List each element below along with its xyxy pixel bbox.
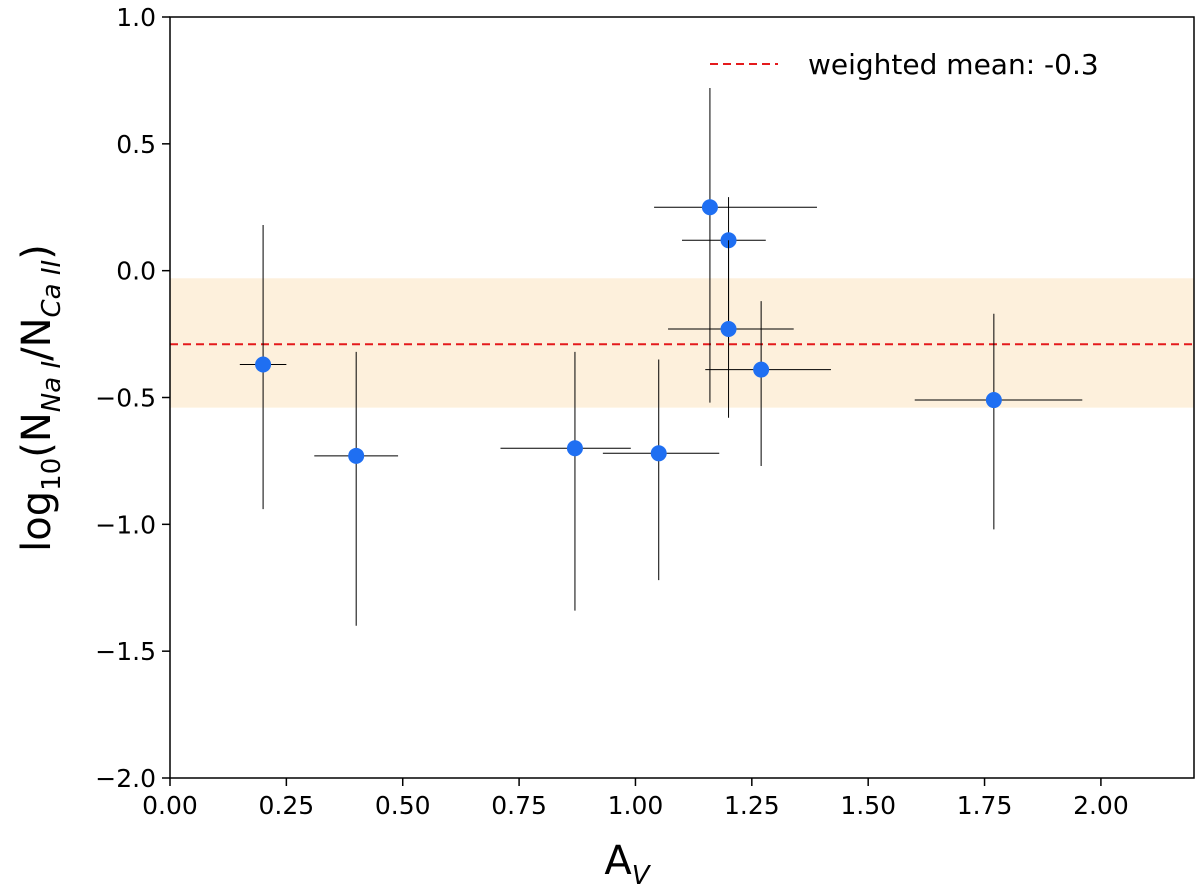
data-point — [602, 359, 720, 581]
y-ticks: 1.0 0.5 0.0 −0.5 −1.0 −1.5 −2.0 — [95, 3, 170, 793]
x-tick-label: 2.00 — [1073, 791, 1129, 820]
y-tick-label: 0.0 — [116, 257, 156, 286]
data-point — [314, 351, 399, 626]
data-points — [239, 88, 1083, 626]
data-point — [705, 301, 831, 466]
data-point — [500, 351, 631, 611]
x-tick-label: 1.25 — [724, 791, 780, 820]
point-marker — [701, 199, 718, 216]
y-tick-label: 0.5 — [116, 130, 156, 159]
y-tick-label: −2.0 — [95, 764, 156, 793]
point-marker — [720, 321, 737, 338]
data-point — [914, 313, 1083, 530]
y-tick-label: −1.5 — [95, 637, 156, 666]
point-marker — [650, 445, 667, 462]
legend-label: weighted mean: -0.3 — [808, 48, 1099, 81]
y-tick-label: −1.0 — [95, 510, 156, 539]
y-tick-label: 1.0 — [116, 3, 156, 32]
legend: weighted mean: -0.3 — [710, 48, 1099, 81]
x-tick-label: 0.75 — [491, 791, 547, 820]
point-marker — [255, 356, 272, 373]
plot-frame — [169, 16, 1195, 779]
x-axis-label: AV — [604, 838, 651, 889]
x-tick-label: 0.25 — [259, 791, 315, 820]
x-tick-label: 1.50 — [840, 791, 896, 820]
data-point — [668, 240, 794, 418]
data-point — [654, 88, 817, 403]
y-axis-label: log10(NNa I/NCa II) — [14, 244, 67, 552]
x-ticks: 0.00 0.25 0.50 0.75 1.00 1.25 1.50 1.75 2.00 — [142, 778, 1129, 820]
x-tick-label: 1.75 — [957, 791, 1013, 820]
y-tick-label: −0.5 — [95, 384, 156, 413]
shaded-band — [170, 278, 1194, 408]
x-tick-label: 1.00 — [608, 791, 664, 820]
point-marker — [753, 361, 770, 378]
point-marker — [985, 392, 1002, 409]
x-tick-label: 0.00 — [142, 791, 198, 820]
x-tick-label: 0.50 — [375, 791, 431, 820]
data-point — [239, 225, 287, 510]
point-marker — [348, 447, 365, 464]
point-marker — [566, 440, 583, 457]
